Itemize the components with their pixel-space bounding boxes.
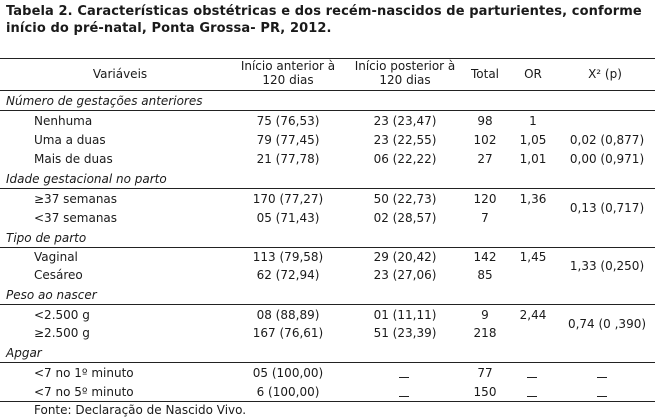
section-title: Peso ao nascer: [6, 288, 97, 302]
empty-cell-dash: [527, 377, 537, 378]
row-label: Cesáreo: [34, 268, 83, 282]
cell-or: 1,05: [519, 133, 547, 147]
section-rule: [0, 304, 655, 305]
row-label: <37 semanas: [34, 211, 118, 225]
header-variables: Variáveis: [92, 67, 148, 81]
cell-total: 77: [477, 366, 493, 380]
cell-late: 06 (22,22): [373, 152, 437, 166]
cell-late: 23 (22,55): [373, 133, 437, 147]
section-title: Idade gestacional no parto: [6, 172, 167, 186]
cell-total: 7: [481, 211, 489, 225]
row-label: Nenhuma: [34, 114, 93, 128]
row-label: Mais de duas: [34, 152, 113, 166]
cell-chi-square: 0,02 (0,877): [569, 133, 645, 147]
cell-total: 98: [477, 114, 493, 128]
header-rule: [0, 90, 655, 91]
row-label: <7 no 1º minuto: [34, 366, 134, 380]
section-rule: [0, 247, 655, 248]
cell-early: 05 (71,43): [256, 211, 320, 225]
header-early-line1: Início anterior à: [240, 59, 336, 73]
row-label: ≥2.500 g: [34, 326, 90, 340]
section-rule: [0, 188, 655, 189]
cell-late: 29 (20,42): [373, 250, 437, 264]
title-line-1: Tabela 2. Características obstétricas e …: [6, 4, 642, 19]
section-title: Apgar: [6, 346, 42, 360]
cell-early: 170 (77,27): [252, 192, 324, 206]
cell-late: 23 (23,47): [373, 114, 437, 128]
header-late-line2: 120 dias: [379, 73, 431, 87]
row-label: Vaginal: [34, 250, 78, 264]
cell-early: 113 (79,58): [252, 250, 324, 264]
row-label: Uma a duas: [34, 133, 106, 147]
cell-late: 51 (23,39): [373, 326, 437, 340]
cell-early: 21 (77,78): [256, 152, 320, 166]
cell-total: 102: [473, 133, 497, 147]
empty-cell-dash: [597, 377, 607, 378]
row-label: <7 no 5º minuto: [34, 385, 134, 399]
source-note: Fonte: Declaração de Nascido Vivo.: [34, 403, 247, 417]
cell-total: 120: [473, 192, 497, 206]
cell-late: 02 (28,57): [373, 211, 437, 225]
cell-early: 79 (77,45): [256, 133, 320, 147]
cell-total: 27: [477, 152, 493, 166]
cell-total: 85: [477, 268, 493, 282]
cell-early: 75 (76,53): [256, 114, 320, 128]
cell-or: 1: [529, 114, 537, 128]
cell-early: 6 (100,00): [256, 385, 320, 399]
empty-cell-dash: [597, 396, 607, 397]
cell-total: 142: [473, 250, 497, 264]
cell-late: 50 (22,73): [373, 192, 437, 206]
header-total: Total: [470, 67, 500, 81]
cell-total: 9: [481, 308, 489, 322]
section-title: Número de gestações anteriores: [6, 94, 203, 108]
header-chi-square: X² (p): [588, 67, 622, 81]
header-late-line1: Início posterior à: [354, 59, 456, 73]
cell-early: 62 (72,94): [256, 268, 320, 282]
row-label: <2.500 g: [34, 308, 90, 322]
empty-cell-dash: [399, 396, 409, 397]
header-or: OR: [524, 67, 542, 81]
cell-early: 167 (76,61): [252, 326, 324, 340]
bottom-rule: [0, 401, 655, 402]
cell-total: 150: [473, 385, 497, 399]
section-rule: [0, 110, 655, 111]
section-title: Tipo de parto: [6, 231, 87, 245]
title-line-2: início do pré-natal, Ponta Grossa- PR, 2…: [6, 21, 332, 36]
table-title: Tabela 2. Características obstétricas e …: [6, 3, 651, 37]
cell-late: 23 (27,06): [373, 268, 437, 282]
section-rule: [0, 362, 655, 363]
cell-or: 1,01: [519, 152, 547, 166]
empty-cell-dash: [399, 377, 409, 378]
cell-or: 1,45: [519, 250, 547, 264]
cell-chi-square: 0,13 (0,717): [569, 201, 645, 215]
top-rule: [0, 58, 655, 59]
cell-or: 2,44: [519, 308, 547, 322]
header-early-line2: 120 dias: [262, 73, 314, 87]
row-label: ≥37 semanas: [34, 192, 118, 206]
cell-or: 1,36: [519, 192, 547, 206]
cell-early: 08 (88,89): [256, 308, 320, 322]
cell-total: 218: [473, 326, 497, 340]
cell-chi-square: 1,33 (0,250): [569, 259, 645, 273]
cell-chi-square: 0,00 (0,971): [569, 152, 645, 166]
cell-early: 05 (100,00): [252, 366, 324, 380]
empty-cell-dash: [527, 396, 537, 397]
cell-late: 01 (11,11): [373, 308, 437, 322]
cell-chi-square: 0,74 (0 ,390): [567, 317, 647, 331]
